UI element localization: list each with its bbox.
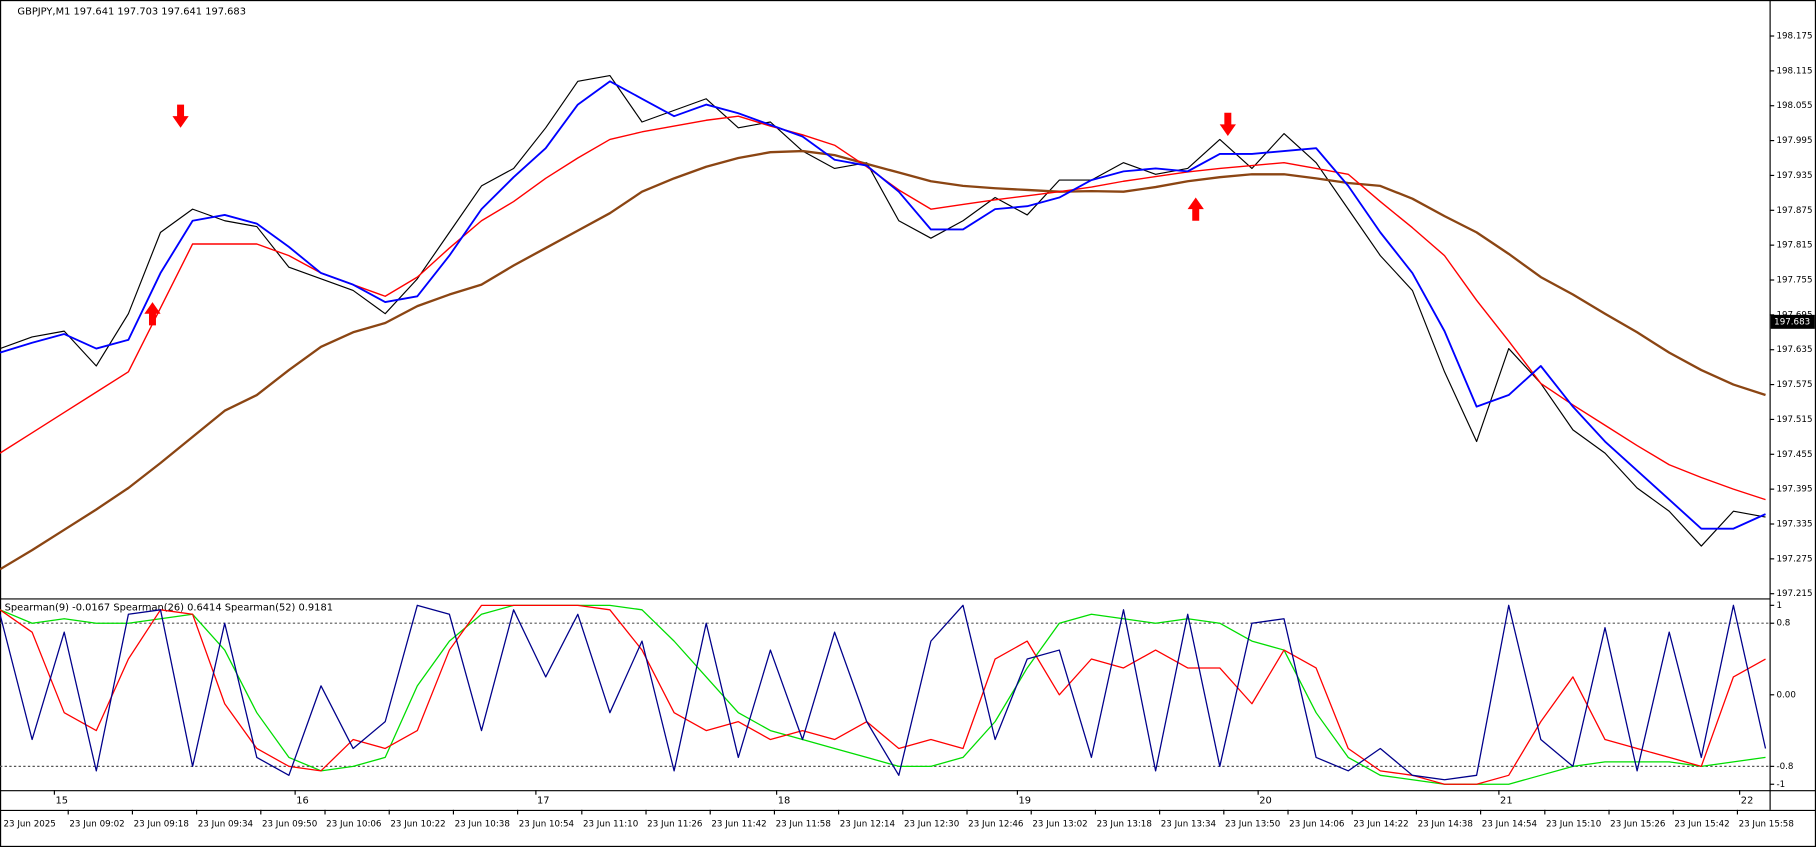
y-tick-label: 0.00	[1776, 690, 1795, 700]
x-tick-label: 23 Jun 12:46	[968, 819, 1023, 829]
x-tick-label: 23 Jun 10:06	[326, 819, 381, 829]
x-tick-label: 23 Jun 15:58	[1739, 819, 1794, 829]
y-tick-label: 1	[1776, 601, 1782, 611]
x-tick-label: 23 Jun 10:22	[390, 819, 445, 829]
x-tick-label: 23 Jun 09:50	[262, 819, 317, 829]
y-tick-label: 197.815	[1776, 241, 1812, 251]
day-label: 16	[296, 796, 309, 807]
y-tick-label: -0.8	[1776, 762, 1793, 772]
series-line	[0, 604, 1767, 781]
last-price-box	[1770, 314, 1815, 329]
series-line	[0, 149, 1766, 571]
y-tick-label: 197.935	[1776, 171, 1812, 181]
y-tick-label: 198.175	[1776, 32, 1812, 42]
y-tick-label: 197.515	[1776, 415, 1812, 425]
x-tick-label: 23 Jun 11:42	[711, 819, 766, 829]
x-tick-label: 23 Jun 09:02	[69, 819, 124, 829]
y-tick-label: 197.275	[1776, 554, 1812, 564]
day-label: 22	[1741, 796, 1754, 807]
y-tick-label: 197.755	[1776, 276, 1812, 286]
day-label: 20	[1259, 796, 1272, 807]
down-arrow	[1219, 112, 1236, 136]
x-tick-label: 23 Jun 14:38	[1418, 819, 1473, 829]
x-tick-label: 23 Jun 14:06	[1289, 819, 1344, 829]
y-tick-label: 197.995	[1776, 136, 1812, 146]
last-price-label: 197.683	[1774, 317, 1810, 327]
x-tick-label: 23 Jun 13:18	[1097, 819, 1152, 829]
x-tick-label: 23 Jun 14:54	[1482, 819, 1538, 829]
up-arrow	[1187, 197, 1204, 221]
day-label: 18	[778, 796, 791, 807]
x-tick-label: 23 Jun 09:34	[198, 819, 254, 829]
series-line	[0, 74, 1766, 547]
x-tick-label: 23 Jun 11:10	[583, 819, 638, 829]
series-line	[0, 80, 1766, 530]
x-tick-label: 23 Jun 12:14	[840, 819, 896, 829]
x-tick-label: 23 Jun 15:10	[1546, 819, 1601, 829]
indicator-title: Spearman(9) -0.0167 Spearman(26) 0.6414 …	[5, 603, 333, 614]
y-tick-label: 197.635	[1776, 345, 1812, 355]
day-label: 19	[1019, 796, 1032, 807]
y-tick-label: 197.215	[1776, 589, 1812, 599]
x-tick-label: 23 Jun 14:22	[1353, 819, 1408, 829]
chart-title: GBPJPY,M1 197.641 197.703 197.641 197.68…	[17, 7, 246, 18]
x-tick-label: 23 Jun 13:02	[1032, 819, 1087, 829]
x-tick-label: 23 Jun 10:54	[519, 819, 575, 829]
y-tick-label: 197.335	[1776, 520, 1812, 530]
x-tick-label: 23 Jun 10:38	[455, 819, 510, 829]
series-line	[0, 604, 1766, 785]
y-tick-label: -1	[1776, 780, 1785, 790]
day-label: 15	[56, 796, 69, 807]
x-tick-label: 23 Jun 09:18	[134, 819, 189, 829]
x-tick-label: 23 Jun 11:58	[776, 819, 831, 829]
y-tick-label: 197.455	[1776, 450, 1812, 460]
day-label: 21	[1500, 796, 1513, 807]
x-tick-label: 23 Jun 15:26	[1610, 819, 1665, 829]
day-label: 17	[537, 796, 550, 807]
x-tick-label: 23 Jun 11:26	[647, 819, 702, 829]
x-tick-label: 23 Jun 15:42	[1674, 819, 1729, 829]
down-arrow	[172, 104, 189, 128]
y-tick-label: 197.575	[1776, 380, 1812, 390]
y-tick-label: 197.875	[1776, 206, 1812, 216]
y-tick-label: 198.115	[1776, 66, 1812, 76]
x-tick-label: 23 Jun 12:30	[904, 819, 959, 829]
y-tick-label: 0.8	[1776, 619, 1790, 629]
y-tick-label: 198.055	[1776, 101, 1812, 111]
y-tick-label: 197.395	[1776, 485, 1812, 495]
x-tick-label: 23 Jun 13:50	[1225, 819, 1280, 829]
x-tick-label: 23 Jun 13:34	[1161, 819, 1217, 829]
x-tick-label: 23 Jun 2025	[3, 819, 55, 829]
